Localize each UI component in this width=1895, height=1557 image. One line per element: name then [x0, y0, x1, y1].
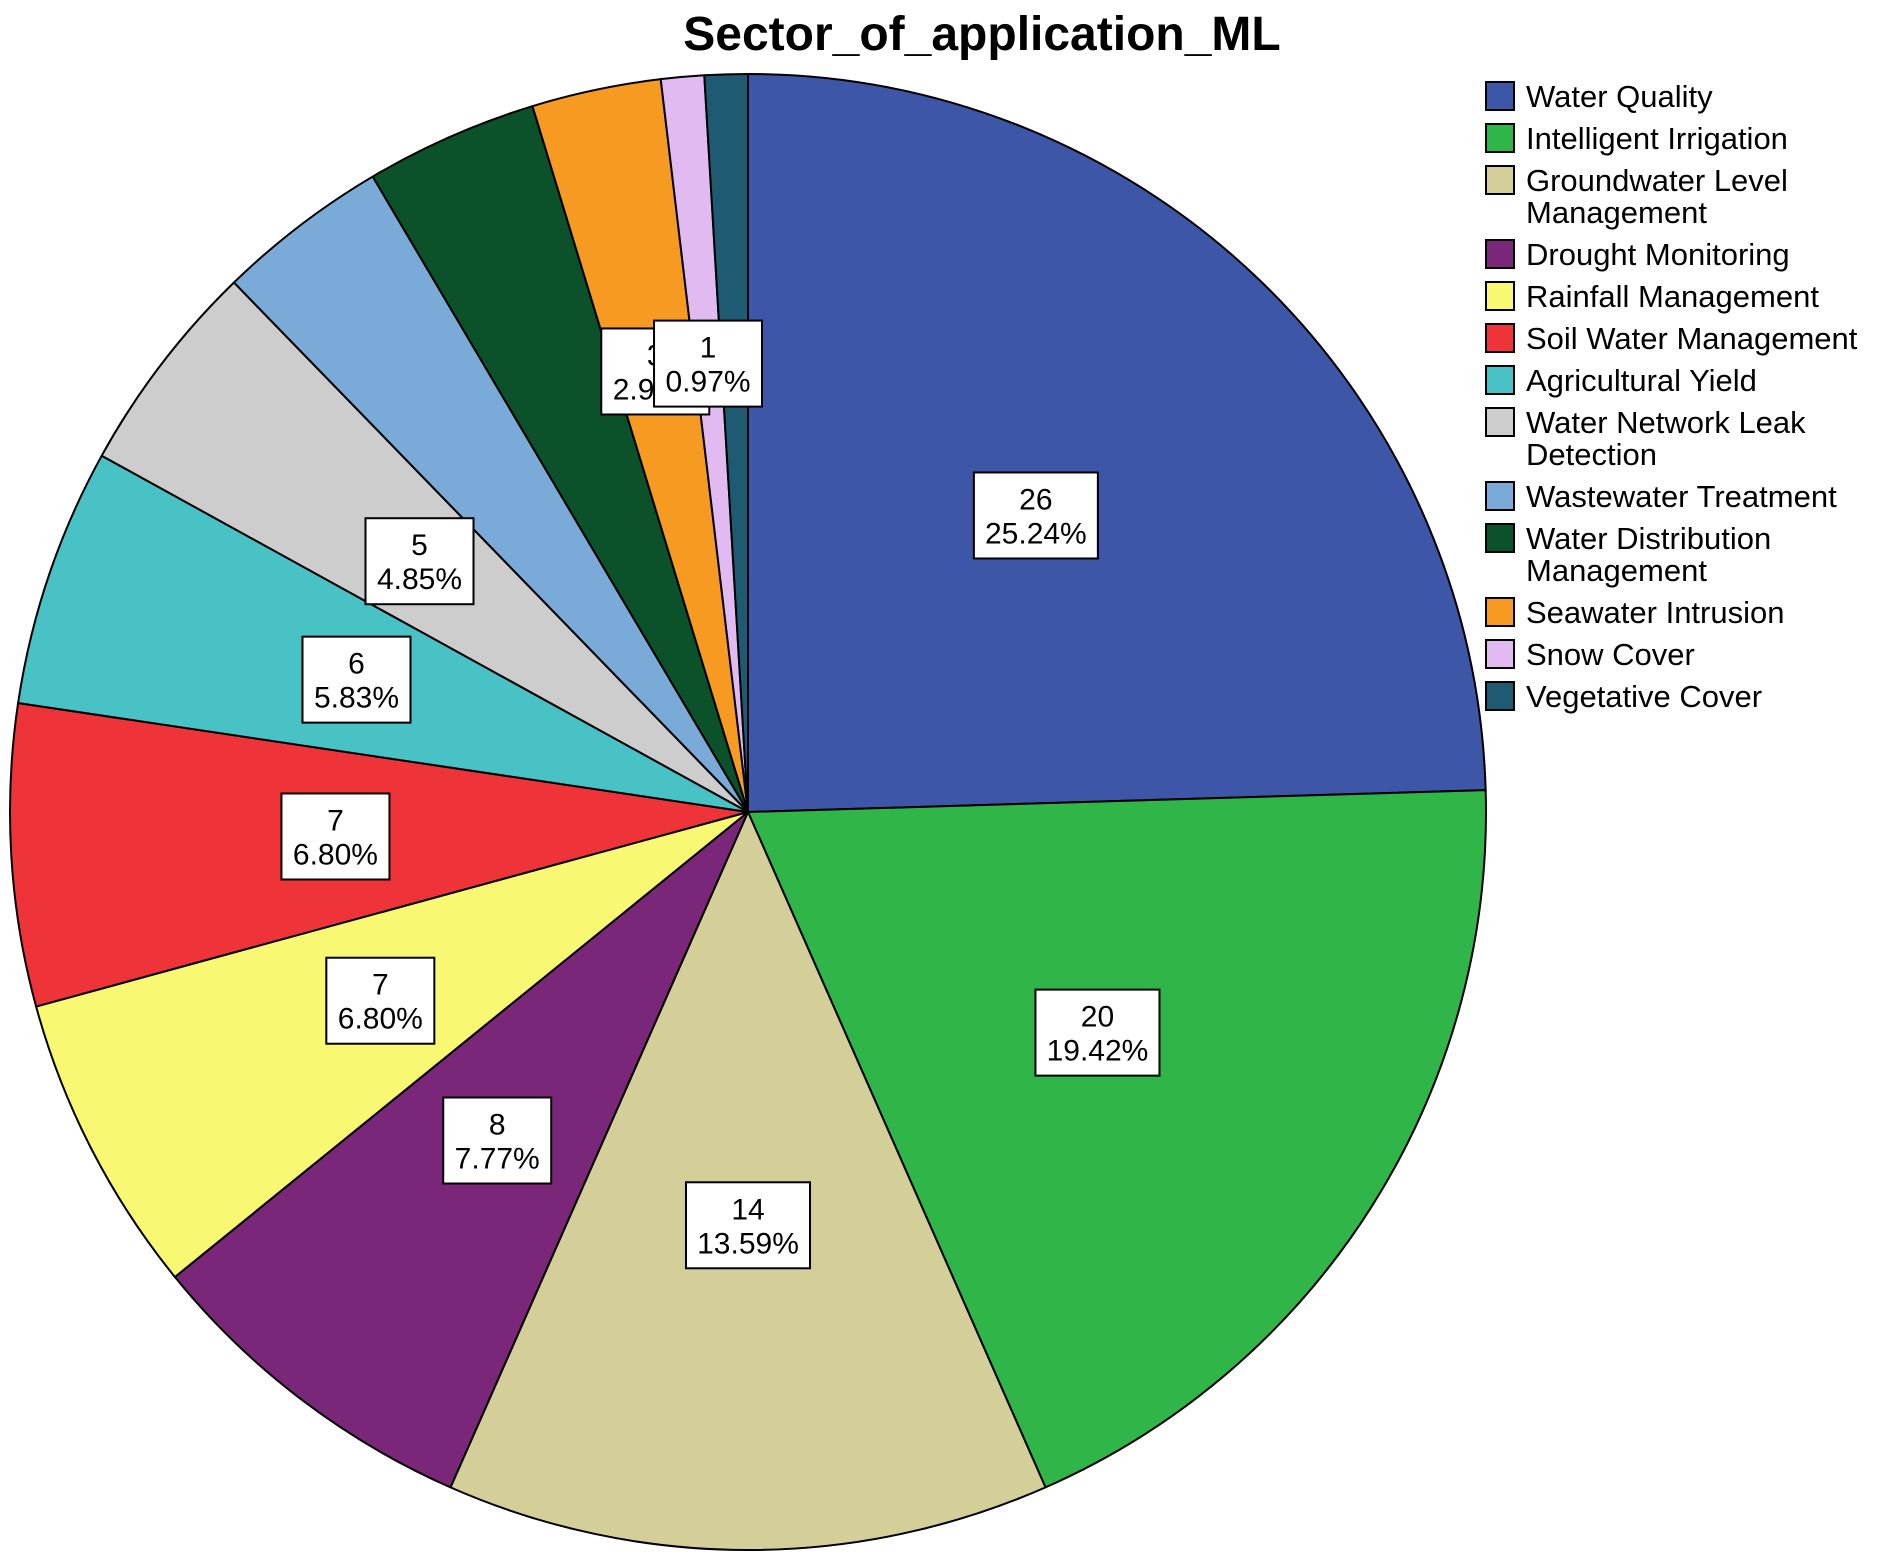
- data-label-percent: 7.77%: [455, 1142, 540, 1175]
- data-label-agricultural-yield: 65.83%: [301, 635, 412, 724]
- legend-label: Water Quality: [1526, 79, 1713, 114]
- data-label-count: 8: [489, 1108, 506, 1141]
- legend-item-vegetative-cover: Vegetative Cover: [1485, 679, 1762, 714]
- legend-label: Wastewater Treatment: [1526, 479, 1837, 514]
- legend-label: Water Distribution: [1526, 521, 1771, 556]
- data-label-box: [685, 1181, 811, 1270]
- legend-label: Management: [1526, 553, 1707, 588]
- data-label-percent: 6.80%: [293, 838, 378, 871]
- legend-item-water-quality: Water Quality: [1485, 79, 1713, 114]
- legend-swatch: [1485, 407, 1515, 437]
- legend-label: Drought Monitoring: [1526, 237, 1790, 272]
- legend-item-soil-water-management: Soil Water Management: [1485, 321, 1858, 356]
- pie-slice-vegetative-cover: [703, 73, 749, 813]
- legend-swatch: [1485, 239, 1515, 269]
- data-label-percent: 25.24%: [985, 517, 1087, 550]
- data-label-box: [325, 956, 436, 1045]
- legend-label: Rainfall Management: [1526, 279, 1819, 314]
- legend-label: Intelligent Irrigation: [1526, 121, 1788, 156]
- data-label-percent: 0.97%: [665, 366, 750, 399]
- data-label-rainfall-management: 76.80%: [325, 956, 436, 1045]
- legend-swatch: [1485, 123, 1515, 153]
- legend-swatch: [1485, 323, 1515, 353]
- legend-swatch: [1485, 597, 1515, 627]
- legend-label: Soil Water Management: [1526, 321, 1858, 356]
- data-label-count: 7: [372, 969, 389, 1002]
- data-label-drought-monitoring: 87.77%: [442, 1096, 553, 1185]
- data-label-box: [1034, 988, 1161, 1077]
- data-label-percent: 6.80%: [338, 1003, 423, 1036]
- data-label-percent: 5.83%: [314, 682, 399, 715]
- legend-label: Management: [1526, 195, 1707, 230]
- data-label-box: [442, 1096, 553, 1185]
- legend-swatch: [1485, 481, 1515, 511]
- data-labels: 2625.24%2019.42%1413.59%87.77%76.80%76.8…: [280, 319, 1161, 1270]
- chart-title: Sector_of_application_ML: [683, 8, 1280, 61]
- legend-item-wastewater-treatment: Wastewater Treatment: [1485, 479, 1837, 514]
- legend-label: Seawater Intrusion: [1526, 595, 1784, 630]
- legend-label: Water Network Leak: [1526, 405, 1806, 440]
- legend-label: Groundwater Level: [1526, 163, 1788, 198]
- legend-swatch: [1485, 681, 1515, 711]
- data-label-count: 14: [731, 1193, 764, 1226]
- data-label-box: [301, 635, 412, 724]
- data-label-count: 1: [700, 332, 717, 365]
- legend-label: Snow Cover: [1526, 637, 1695, 672]
- legend-item-drought-monitoring: Drought Monitoring: [1485, 237, 1790, 272]
- data-label-count: 7: [327, 804, 344, 837]
- data-label-count: 20: [1081, 1001, 1114, 1034]
- pie-slice-groundwater-level-management: [449, 811, 1047, 1552]
- pie-slice-agricultural-yield: [17, 454, 749, 813]
- data-label-percent: 19.42%: [1047, 1035, 1149, 1068]
- data-label-box: [364, 517, 475, 606]
- legend-swatch: [1485, 639, 1515, 669]
- legend-label: Agricultural Yield: [1526, 363, 1757, 398]
- legend-swatch: [1485, 81, 1515, 111]
- legend-label: Detection: [1526, 437, 1657, 472]
- data-label-water-network-leak-detection: 54.85%: [364, 517, 475, 606]
- data-label-count: 26: [1019, 483, 1052, 516]
- pie-slice-intelligent-irrigation: [747, 789, 1488, 1489]
- pie-slice-water-quality: [747, 73, 1487, 813]
- legend-label: Vegetative Cover: [1526, 679, 1762, 714]
- data-label-box: [972, 471, 1099, 560]
- data-label-box: [653, 319, 764, 408]
- data-label-box: [280, 792, 391, 881]
- legend-item-rainfall-management: Rainfall Management: [1485, 279, 1819, 314]
- pie-slices: [8, 73, 1488, 1552]
- data-label-count: 5: [411, 529, 428, 562]
- legend-swatch: [1485, 523, 1515, 553]
- legend-swatch: [1485, 365, 1515, 395]
- legend-swatch: [1485, 165, 1515, 195]
- legend-item-snow-cover: Snow Cover: [1485, 637, 1695, 672]
- data-label-snow-cover: 10.97%: [653, 319, 764, 408]
- data-label-percent: 13.59%: [697, 1227, 799, 1260]
- legend-item-seawater-intrusion: Seawater Intrusion: [1485, 595, 1784, 630]
- legend-swatch: [1485, 281, 1515, 311]
- data-label-soil-water-management: 76.80%: [280, 792, 391, 881]
- legend-item-intelligent-irrigation: Intelligent Irrigation: [1485, 121, 1788, 156]
- data-label-count: 6: [348, 648, 365, 681]
- legend-item-agricultural-yield: Agricultural Yield: [1485, 363, 1757, 398]
- data-label-percent: 4.85%: [377, 563, 462, 596]
- legend: Water Quality Intelligent Irrigation Groun…: [1485, 79, 1858, 714]
